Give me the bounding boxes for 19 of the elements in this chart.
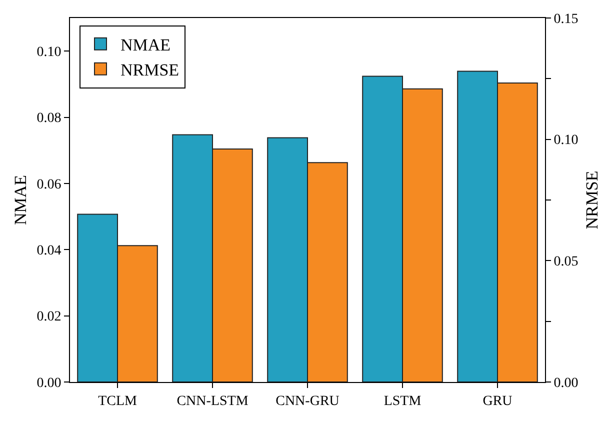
x-tick-label: TCLM: [98, 394, 138, 409]
y-tick-label: 0.08: [36, 111, 62, 126]
y2-axis-title: NRMSE: [582, 170, 602, 230]
y2-tick-label: 0.05: [554, 254, 578, 270]
y-tick-label: 0.10: [36, 44, 62, 60]
y2-tick-label: 0.15: [554, 12, 578, 27]
y-tick-label: 0.02: [36, 310, 62, 325]
y-tick-label: 0.06: [36, 177, 62, 192]
legend-label: NMAE: [120, 35, 171, 54]
x-tick-label: CNN-GRU: [276, 394, 340, 409]
y2-tick-label: 0.00: [554, 376, 578, 391]
x-tick-label: GRU: [482, 394, 512, 409]
x-tick-label: LSTM: [384, 394, 422, 409]
x-tick-label: CNN-LSTM: [176, 394, 249, 409]
y-tick-label: 0.00: [36, 376, 62, 391]
y-tick-label: 0.04: [36, 244, 62, 259]
legend-label: NRMSE: [120, 60, 180, 80]
y-axis-title: NMAE: [11, 174, 30, 226]
y2-tick-label: 0.10: [554, 133, 578, 148]
